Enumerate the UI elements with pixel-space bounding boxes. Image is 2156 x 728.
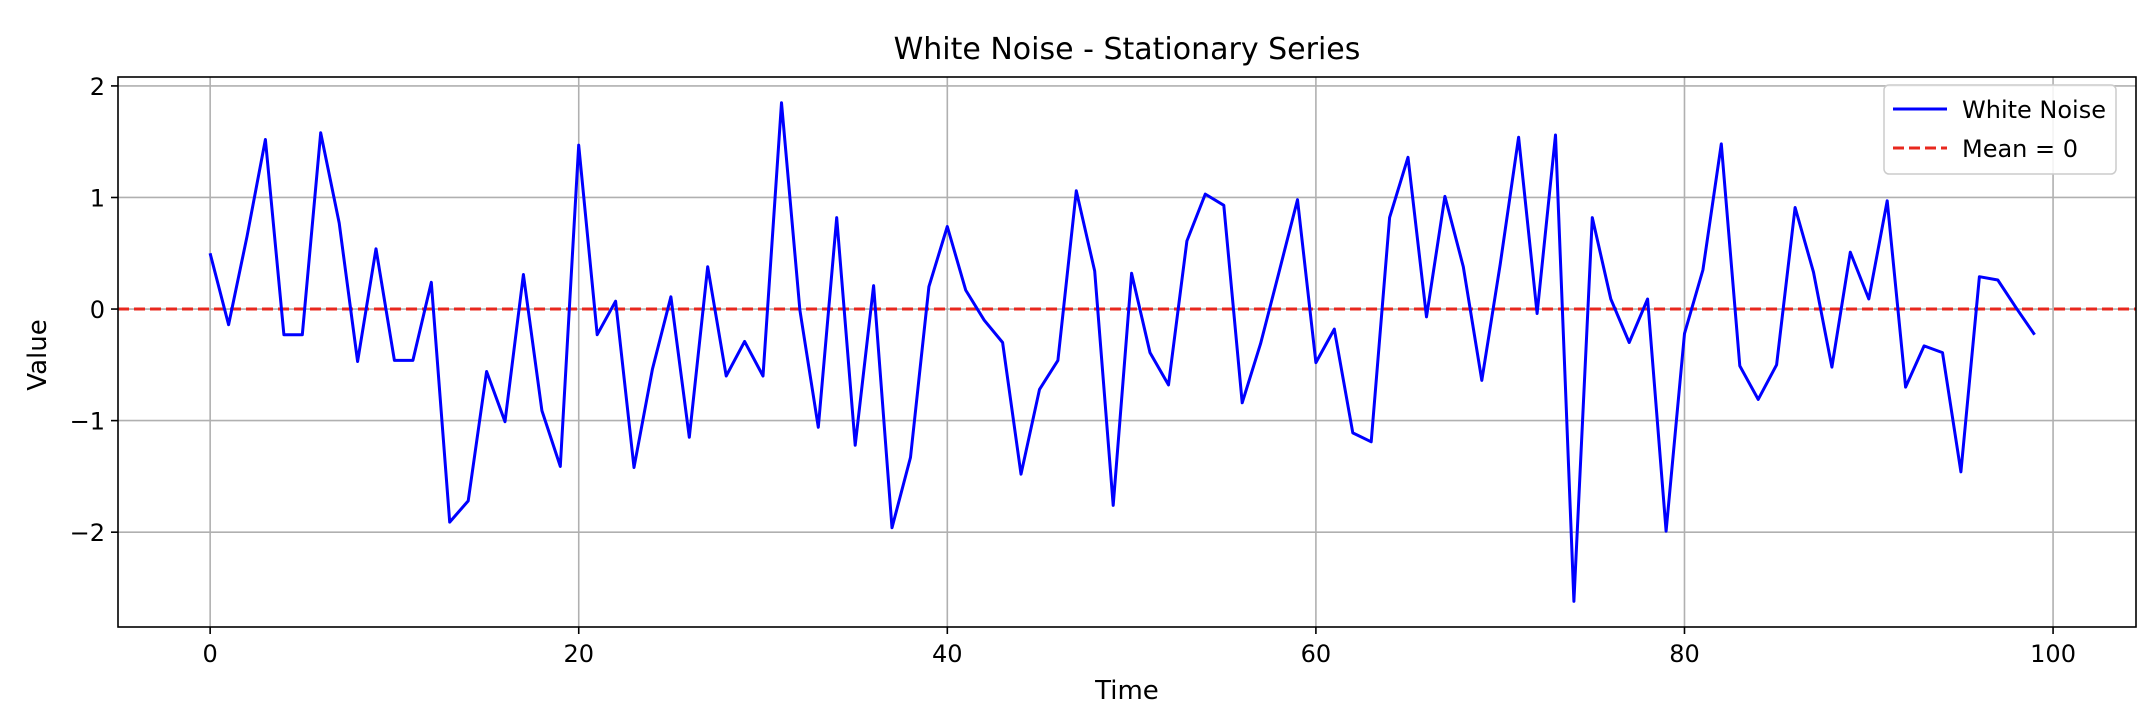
x-axis-ticks: 0 20 40 60 80 100 [203,627,2076,668]
chart-legend: White Noise Mean = 0 [1883,84,2117,175]
x-tick-label: 60 [1301,640,1332,668]
y-tick-label: −2 [70,519,105,547]
series-layer [208,101,2036,603]
y-tick-label: 1 [90,184,105,212]
x-axis-label: Time [1094,676,1159,706]
series-line-white-noise [208,101,2036,603]
y-tick-label: −1 [70,408,105,436]
x-tick-label: 0 [203,640,218,668]
x-tick-label: 80 [1669,640,1700,668]
y-tick-label: 0 [90,296,105,324]
y-axis-label: Value [23,319,53,390]
plot-area-frame [117,76,2137,628]
chart-title: White Noise - Stationary Series [894,32,1361,67]
legend-label-mean: Mean = 0 [1962,135,2078,163]
x-tick-label: 100 [2030,640,2076,668]
legend-box [1883,84,2117,175]
legend-label-white-noise: White Noise [1962,96,2106,124]
y-axis-ticks: 2 1 0 −1 −2 [70,73,118,547]
x-tick-label: 40 [932,640,963,668]
y-tick-label: 2 [90,73,105,101]
x-tick-label: 20 [563,640,594,668]
